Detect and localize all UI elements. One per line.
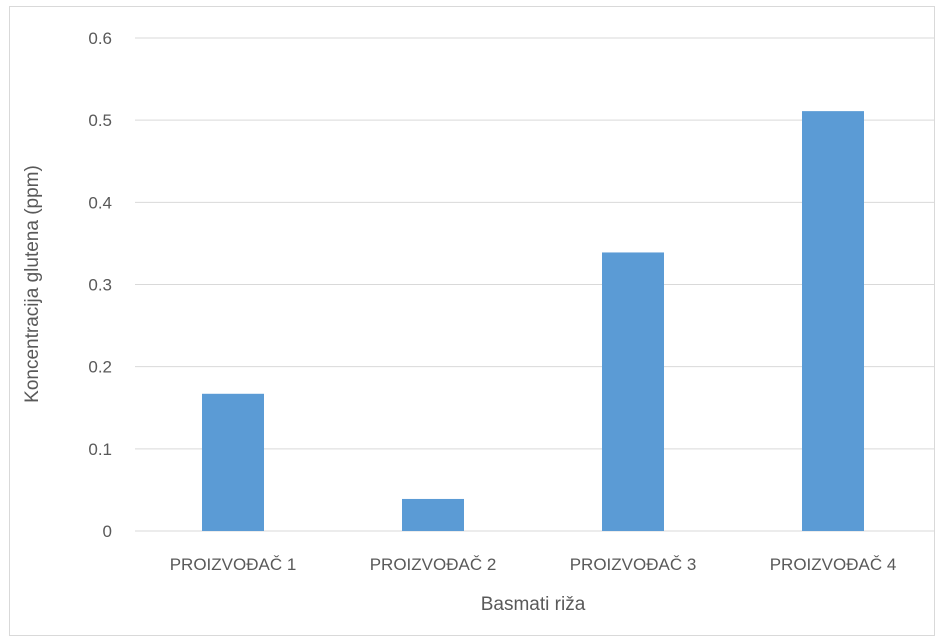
x-tick-label: PROIZVOĐAČ 4 [770, 555, 897, 574]
y-tick-label: 0.1 [88, 440, 112, 459]
bars [202, 111, 864, 532]
bar-1 [202, 393, 264, 531]
y-axis-title: Koncentracija glutena (ppm) [22, 165, 43, 403]
gridlines [135, 37, 935, 532]
y-tick-label: 0.6 [88, 29, 112, 48]
y-tick-label: 0.3 [88, 276, 112, 295]
x-axis-title: Basmati riža [481, 594, 586, 615]
y-tick-label: 0.2 [88, 358, 112, 377]
y-tick-label: 0.5 [88, 111, 112, 130]
x-tick-labels: PROIZVOĐAČ 1 PROIZVOĐAČ 2 PROIZVOĐAČ 3 PROI… [170, 555, 897, 574]
bar-4 [802, 111, 864, 532]
x-tick-label: PROIZVOĐAČ 2 [370, 555, 497, 574]
x-tick-label: PROIZVOĐAČ 3 [570, 555, 697, 574]
bar-2 [402, 498, 464, 531]
y-tick-label: 0 [103, 522, 112, 541]
y-tick-labels: 0 0.1 0.2 0.3 0.4 0.5 0.6 [88, 29, 112, 541]
y-tick-label: 0.4 [88, 193, 112, 212]
x-tick-label: PROIZVOĐAČ 1 [170, 555, 297, 574]
bar-3 [602, 252, 664, 531]
